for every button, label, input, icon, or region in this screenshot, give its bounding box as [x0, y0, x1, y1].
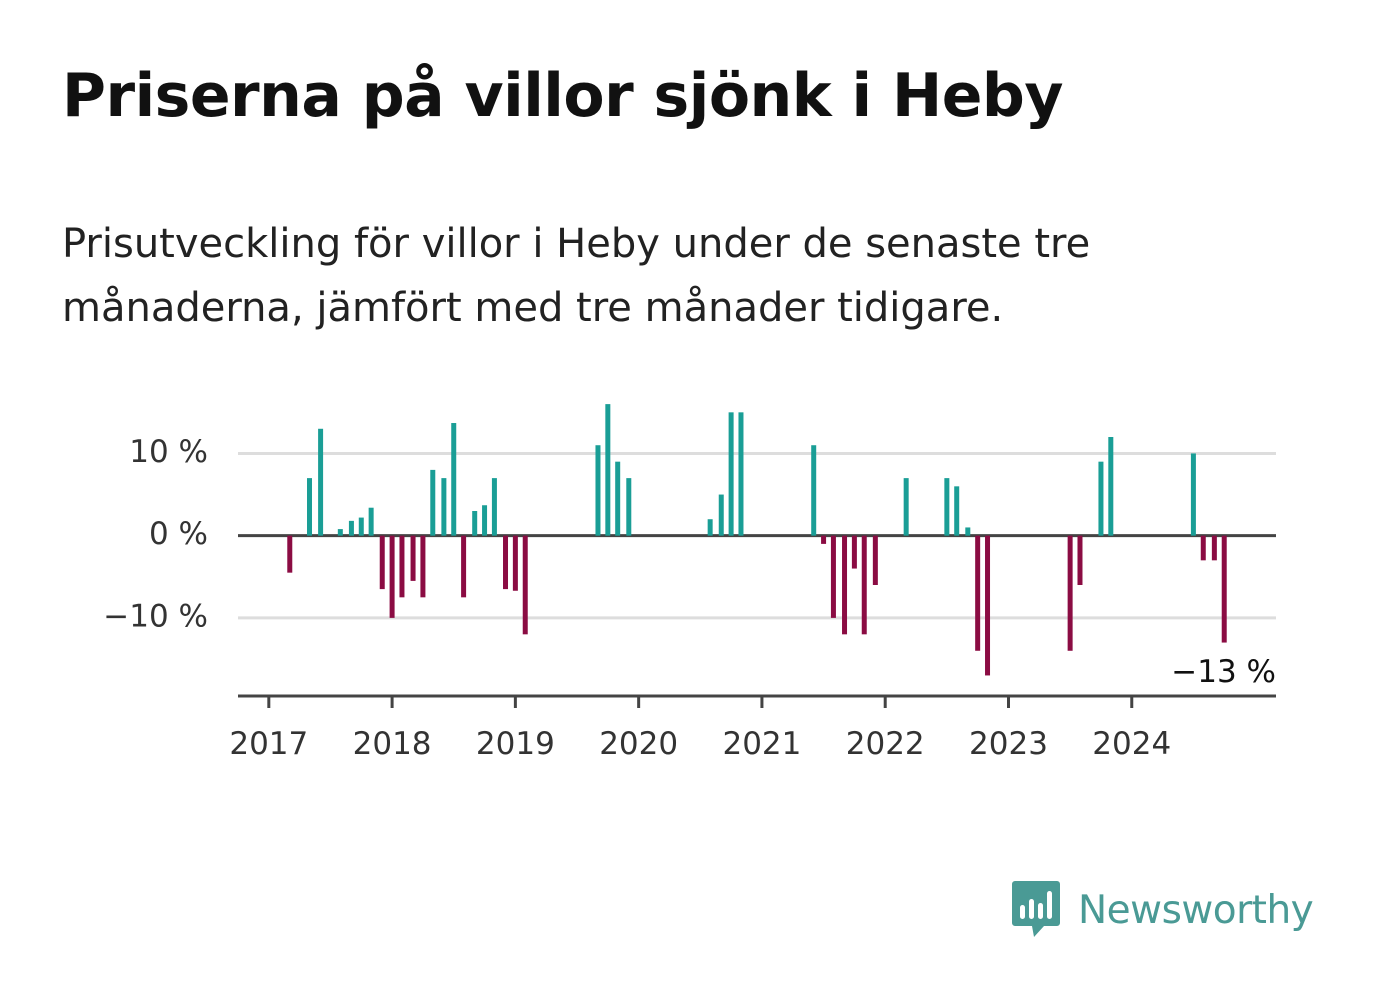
bar — [595, 445, 601, 536]
bar — [472, 511, 478, 536]
bar — [491, 478, 497, 536]
chart-subtitle: Prisutveckling för villor i Heby under d… — [62, 221, 1091, 331]
bar — [358, 517, 364, 536]
bar — [861, 535, 867, 635]
bar — [707, 519, 713, 536]
bar — [287, 535, 293, 573]
bar — [811, 445, 817, 536]
brand-name: Newsworthy — [1078, 887, 1314, 933]
x-axis: 2017 2018 2019 2020 2021 2022 2023 2024−13 % — [229, 654, 1276, 762]
bar — [307, 478, 313, 536]
bar — [503, 535, 509, 590]
bar — [615, 461, 621, 536]
bar — [954, 486, 960, 536]
y-tick-label: −10 % — [103, 598, 208, 634]
y-axis-labels: 10 % 0 % −10 % — [103, 434, 208, 634]
bar — [903, 478, 909, 536]
x-tick-label: 2024 — [1092, 726, 1171, 762]
bar — [1077, 535, 1083, 585]
bar — [441, 478, 447, 536]
bar — [389, 535, 395, 618]
x-tick-label: 2018 — [353, 726, 432, 762]
bar — [1098, 461, 1104, 536]
x-tick-label: 2019 — [476, 726, 555, 762]
x-tick-label: 2022 — [846, 726, 925, 762]
y-tick-label: 0 % — [149, 516, 208, 552]
x-tick-label: 2017 — [229, 726, 308, 762]
bar — [410, 535, 416, 581]
bar — [368, 507, 374, 536]
last-value-label: −13 % — [1171, 654, 1276, 690]
chart-title: Priserna på villor sjönk i Heby — [62, 61, 1063, 131]
bar — [1221, 535, 1227, 643]
bar — [420, 535, 426, 598]
bar — [337, 529, 343, 536]
bar — [522, 535, 528, 635]
bar — [318, 428, 324, 536]
bar — [379, 535, 385, 590]
bar — [461, 535, 467, 598]
bar — [399, 535, 405, 598]
bar — [965, 527, 971, 536]
bar — [348, 520, 354, 536]
bar — [944, 478, 950, 536]
bar — [728, 412, 734, 536]
bar — [605, 404, 611, 536]
bar — [482, 505, 488, 536]
bar — [738, 412, 744, 536]
bar — [430, 469, 436, 536]
bar — [830, 535, 836, 618]
x-tick-label: 2021 — [722, 726, 801, 762]
bar — [1067, 535, 1073, 651]
bar — [975, 535, 981, 651]
bar — [512, 535, 518, 591]
bar — [1200, 535, 1206, 561]
bar — [872, 535, 878, 585]
newsworthy-logo-icon — [1012, 881, 1060, 937]
bar — [626, 478, 632, 536]
bar — [851, 535, 857, 569]
bar — [1211, 535, 1217, 561]
bar — [718, 494, 724, 536]
bar — [985, 535, 991, 676]
bar — [1190, 453, 1196, 536]
y-tick-label: 10 % — [129, 434, 208, 470]
bar — [821, 535, 827, 544]
bar — [1108, 437, 1114, 536]
bars — [287, 404, 1227, 676]
newsworthy-logo: Newsworthy — [1010, 878, 1314, 942]
bar — [842, 535, 848, 635]
x-tick-label: 2020 — [599, 726, 678, 762]
bar — [451, 423, 457, 536]
x-tick-label: 2023 — [969, 726, 1048, 762]
